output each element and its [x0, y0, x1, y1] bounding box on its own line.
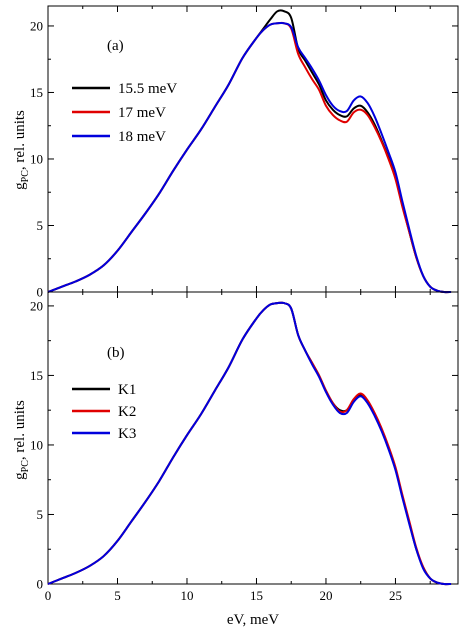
legend-label: K3 — [118, 426, 136, 442]
plot-frame — [47, 291, 459, 585]
y-axis-title: gPC, rel. units — [12, 110, 31, 190]
y-tick-label: 10 — [30, 151, 43, 166]
y-axis-title-sub: PC — [20, 170, 31, 183]
y-axis-ticks: 0 5 10 15 20 — [30, 298, 458, 592]
y-tick-label: 20 — [30, 298, 43, 313]
y-tick-label: 5 — [37, 218, 44, 233]
legend-label: 17 meV — [118, 105, 166, 121]
legend-label: 18 meV — [118, 129, 166, 145]
series-line-2 — [47, 21, 452, 294]
y-tick-label: 20 — [30, 18, 43, 33]
x-tick-label: 20 — [319, 588, 332, 603]
y-axis-title-rest: , rel. units — [12, 110, 28, 170]
y-tick-label: 10 — [30, 437, 43, 452]
x-axis-ticks: 0 5 10 15 20 25 — [45, 292, 431, 603]
y-axis-title-main: g — [12, 182, 28, 190]
series-layer — [47, 301, 452, 586]
legend-label: K2 — [118, 404, 136, 420]
y-tick-label: 15 — [30, 85, 43, 100]
panel-label: (a) — [107, 38, 124, 54]
y-axis-title-main: g — [12, 472, 28, 480]
y-axis-ticks: 0 5 10 15 20 — [30, 6, 458, 300]
x-tick-label: 0 — [45, 588, 52, 603]
panel-label: (b) — [107, 345, 125, 361]
y-axis-title: gPC, rel. units — [12, 400, 31, 480]
x-tick-label: 5 — [114, 588, 121, 603]
y-tick-label: 0 — [37, 285, 44, 300]
chart-panel-a: 0 5 10 15 20 (a) 15.5 meV 17 meV 18 meV gPC, r… — [12, 5, 459, 300]
y-tick-label: 5 — [37, 507, 44, 522]
x-tick-label: 10 — [180, 588, 193, 603]
x-tick-label: 25 — [389, 588, 402, 603]
y-axis-title-rest: , rel. units — [12, 400, 28, 460]
legend: 15.5 meV 17 meV 18 meV — [72, 81, 177, 145]
legend-label: 15.5 meV — [118, 81, 177, 97]
y-tick-label: 15 — [30, 368, 43, 383]
y-tick-label: 0 — [37, 577, 44, 592]
series-line-2 — [47, 301, 452, 586]
y-axis-title-sub: PC — [20, 460, 31, 473]
legend-label: K1 — [118, 382, 136, 398]
legend: K1 K2 K3 — [72, 382, 136, 442]
chart-panel-b: 0 5 10 15 20 0 5 10 15 20 25 (b) K1 K2 K3 gPC, rel.… — [12, 291, 459, 628]
x-axis-title: eV, meV — [227, 612, 279, 628]
series-layer — [47, 9, 452, 294]
x-tick-label: 15 — [250, 588, 263, 603]
